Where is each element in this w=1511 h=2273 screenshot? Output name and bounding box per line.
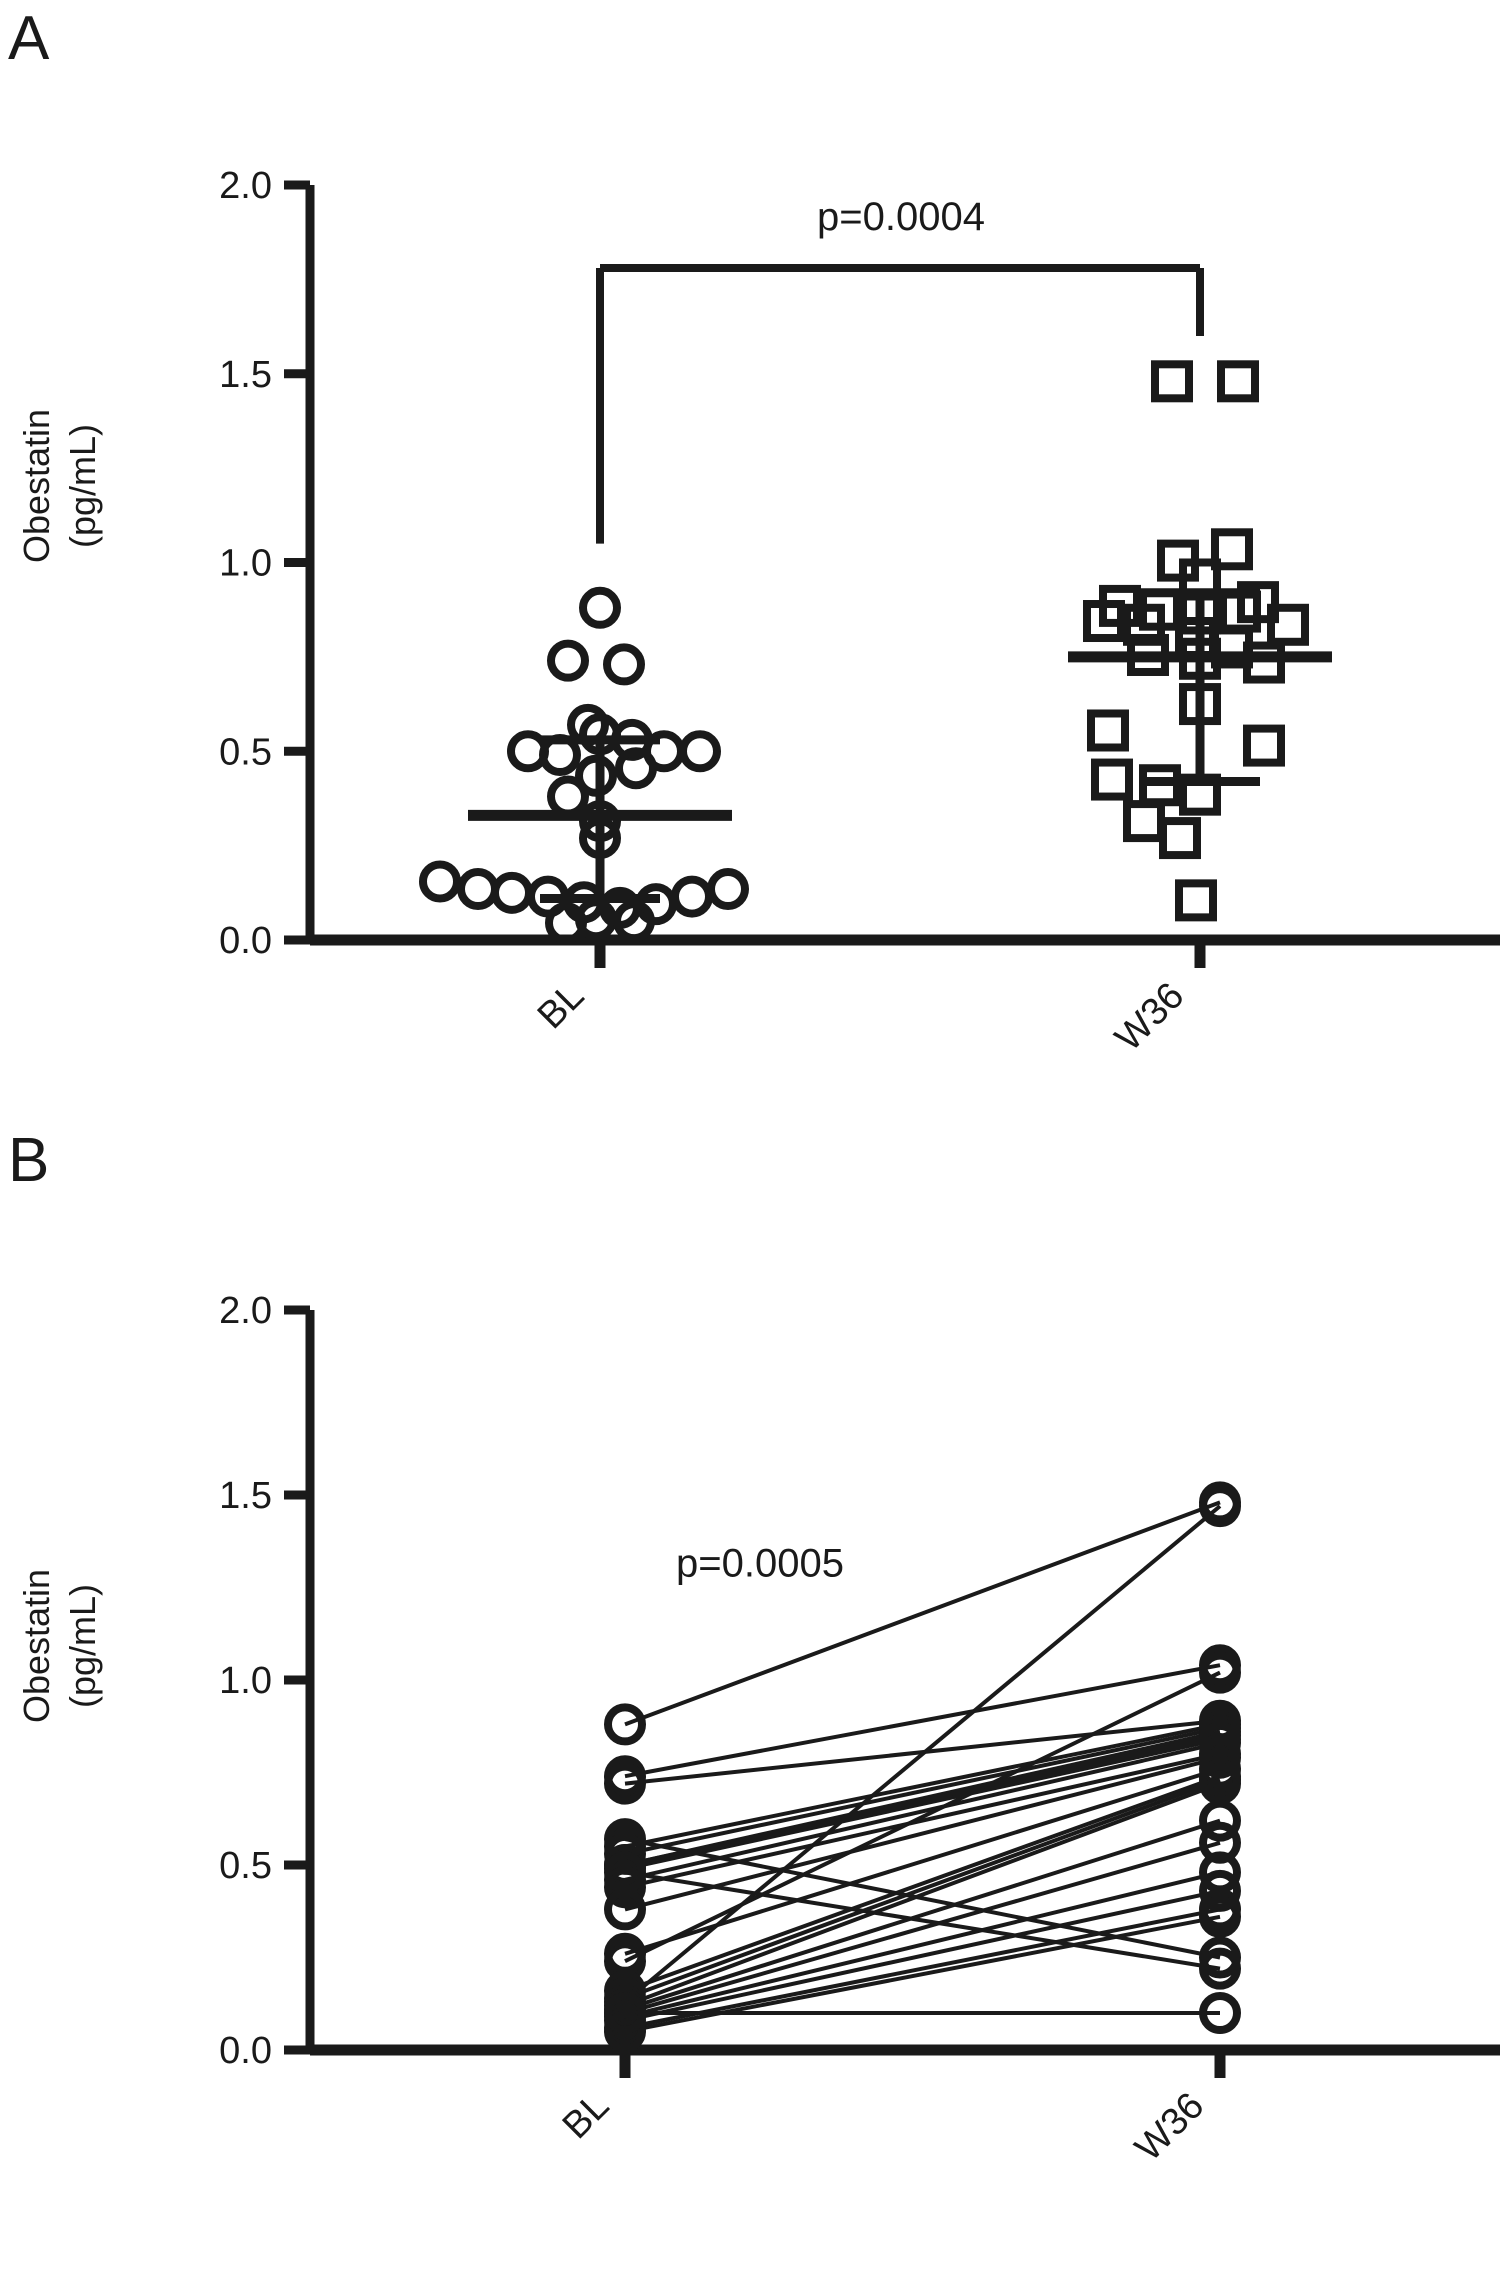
y-tick-label-0: 0.0 bbox=[219, 2030, 272, 2072]
pair-connector-14 bbox=[624, 1774, 1221, 1993]
w36-data-point-22 bbox=[1199, 1895, 1241, 1938]
pair-connector-20 bbox=[624, 1888, 1221, 2023]
pair-connector-2 bbox=[624, 1663, 1221, 1779]
w36-data-point-2 bbox=[1211, 528, 1253, 571]
significance-bracket bbox=[596, 264, 1204, 544]
w36-data-point-24 bbox=[1123, 800, 1165, 843]
pair-connector-18 bbox=[624, 1840, 1221, 2015]
panel-b-data-points bbox=[604, 1481, 1241, 2053]
svg-text:BL: BL bbox=[555, 2085, 618, 2148]
w36-data-point-1 bbox=[1217, 360, 1259, 403]
w36-data-point-0 bbox=[1151, 360, 1193, 403]
w36-data-point-20 bbox=[1243, 724, 1285, 767]
svg-text:W36: W36 bbox=[1127, 2085, 1212, 2170]
pair-connector-23 bbox=[624, 1837, 1221, 1960]
w36-mean-sd bbox=[1068, 588, 1332, 786]
bl-data-point-25 bbox=[613, 900, 655, 943]
bl-data-point-6 bbox=[679, 730, 721, 773]
y-tick-label-1: 0.5 bbox=[219, 731, 272, 773]
bl-data-point-23 bbox=[707, 868, 749, 911]
bl-mean-sd bbox=[468, 735, 732, 903]
w36-data-point-19 bbox=[1087, 709, 1129, 752]
bl-data-point-4 bbox=[604, 1762, 646, 1805]
pair-connector-9 bbox=[624, 1737, 1221, 1871]
y-tick-label-0: 0.0 bbox=[219, 920, 272, 962]
x-category-label-0: BL bbox=[530, 975, 593, 1038]
pair-connector-11 bbox=[624, 1752, 1221, 1890]
bl-data-point-22 bbox=[671, 875, 713, 918]
pair-connector-16 bbox=[624, 1781, 1221, 2008]
pair-connector-17 bbox=[624, 1818, 1221, 2012]
pair-connector-6 bbox=[624, 1726, 1221, 1856]
pair-connector-5 bbox=[624, 1722, 1221, 1849]
y-tick-label-1: 0.5 bbox=[219, 1845, 272, 1887]
y-tick-label-2: 1.0 bbox=[219, 1660, 272, 1702]
bl-data-point-2 bbox=[603, 643, 645, 686]
pair-connector-4 bbox=[624, 1718, 1221, 1786]
panel-a-letter: A bbox=[8, 4, 50, 73]
w36-data-point-10 bbox=[1267, 603, 1309, 646]
bl-data-point-12 bbox=[547, 775, 589, 818]
bl-data-point-26 bbox=[545, 902, 587, 945]
bl-data-point-17 bbox=[491, 871, 533, 914]
bl-data-point-15 bbox=[419, 860, 461, 903]
bl-data-point-0 bbox=[579, 586, 621, 629]
panel-b-letter: B bbox=[8, 1126, 50, 1195]
panel-b-plot: 0.0 0.5 1.0 1.5 2.0 BL W36 p=0.0005 bbox=[219, 1290, 1500, 2170]
pair-connector-19 bbox=[624, 1870, 1221, 2019]
x-category-label-0: BL bbox=[555, 2085, 618, 2148]
pair-connector-0 bbox=[624, 1500, 1221, 1727]
w36-data-point-1 bbox=[1199, 1485, 1241, 1528]
pair-connector-3 bbox=[624, 1670, 1221, 1963]
x-category-label-1: W36 bbox=[1107, 975, 1192, 1060]
y-tick-label-4: 2.0 bbox=[219, 1290, 272, 1332]
pair-connector-24 bbox=[624, 1870, 1221, 1971]
w36-data-point-25 bbox=[1159, 817, 1201, 860]
panel-a-plot: 0.0 0.5 1.0 1.5 2.0 BL W36 p=0.0004 bbox=[219, 165, 1500, 1060]
panel-b-pvalue-label: p=0.0005 bbox=[676, 1541, 844, 1585]
bl-data-point-22 bbox=[604, 2010, 646, 2053]
w36-data-point-3 bbox=[1199, 1651, 1241, 1694]
w36-data-point-20 bbox=[1199, 1869, 1241, 1912]
bl-data-point-11 bbox=[604, 1866, 646, 1909]
panel-b-connector-lines bbox=[623, 1500, 1222, 2034]
bl-data-point-24 bbox=[604, 1851, 646, 1894]
w36-data-point-18 bbox=[1199, 1821, 1241, 1864]
bl-data-point-25 bbox=[604, 1992, 646, 2034]
pair-connector-8 bbox=[624, 1733, 1221, 1867]
pair-connector-12 bbox=[624, 1755, 1221, 1912]
w36-data-point-24 bbox=[1199, 1947, 1241, 1990]
panel-a: A Obestatin (pg/mL) 0.0 0.5 1.0 1.5 2.0 BL W36… bbox=[0, 0, 1511, 1130]
svg-text:W36: W36 bbox=[1107, 975, 1192, 1060]
panel-a-series-bl bbox=[419, 586, 749, 945]
pair-connector-21 bbox=[624, 1907, 1221, 2030]
bl-data-point-1 bbox=[547, 639, 589, 682]
panel-a-pvalue-label: p=0.0004 bbox=[817, 195, 985, 239]
pair-connector-15 bbox=[624, 1778, 1221, 2001]
w36-data-point-21 bbox=[1091, 758, 1133, 801]
pair-connector-13 bbox=[624, 1766, 1221, 1956]
y-tick-label-3: 1.5 bbox=[219, 354, 272, 396]
w36-data-point-26 bbox=[1175, 879, 1217, 922]
bl-data-point-16 bbox=[457, 868, 499, 911]
w36-data-point-25 bbox=[1199, 1992, 1241, 2034]
y-tick-label-4: 2.0 bbox=[219, 165, 272, 207]
bl-data-point-10 bbox=[615, 747, 657, 790]
svg-text:BL: BL bbox=[530, 975, 593, 1038]
w36-data-point-17 bbox=[1199, 1799, 1241, 1842]
x-category-label-1: W36 bbox=[1127, 2085, 1212, 2170]
bl-data-point-0 bbox=[604, 1703, 646, 1746]
w36-data-point-11 bbox=[1083, 600, 1125, 643]
panel-b: B Obestatin (pg/mL) 0.0 0.5 1.0 1.5 2.0 BL W36… bbox=[0, 1130, 1511, 2273]
y-tick-label-2: 1.0 bbox=[219, 543, 272, 585]
w36-data-point-17 bbox=[1243, 641, 1285, 684]
y-tick-label-3: 1.5 bbox=[219, 1475, 272, 1517]
